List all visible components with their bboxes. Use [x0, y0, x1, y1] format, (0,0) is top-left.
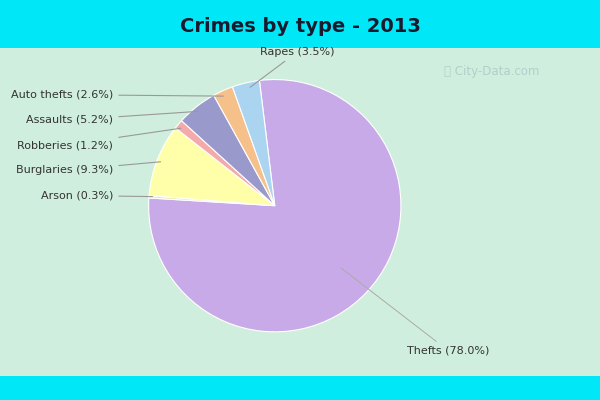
Wedge shape	[214, 87, 275, 206]
Text: Assaults (5.2%): Assaults (5.2%)	[26, 111, 198, 125]
Text: Crimes by type - 2013: Crimes by type - 2013	[179, 16, 421, 36]
Wedge shape	[232, 80, 275, 206]
Wedge shape	[149, 80, 401, 332]
Wedge shape	[182, 95, 275, 206]
Wedge shape	[149, 128, 275, 206]
Text: Rapes (3.5%): Rapes (3.5%)	[250, 47, 335, 87]
Text: Arson (0.3%): Arson (0.3%)	[41, 191, 152, 201]
Text: Robberies (1.2%): Robberies (1.2%)	[17, 128, 181, 150]
Wedge shape	[175, 121, 275, 206]
Text: Burglaries (9.3%): Burglaries (9.3%)	[16, 162, 161, 175]
Text: Auto thefts (2.6%): Auto thefts (2.6%)	[11, 90, 223, 100]
Text: Thefts (78.0%): Thefts (78.0%)	[341, 268, 490, 356]
Wedge shape	[149, 196, 275, 206]
Text: ⓘ City-Data.com: ⓘ City-Data.com	[445, 66, 539, 78]
